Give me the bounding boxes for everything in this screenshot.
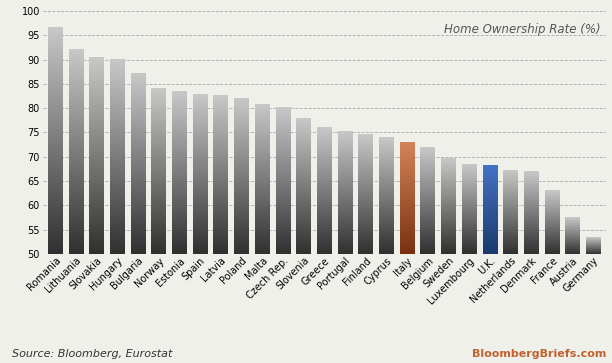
Text: BloombergBriefs.com: BloombergBriefs.com (471, 349, 606, 359)
Text: Home Ownership Rate (%): Home Ownership Rate (%) (444, 23, 600, 36)
Text: Source: Bloomberg, Eurostat: Source: Bloomberg, Eurostat (12, 349, 173, 359)
